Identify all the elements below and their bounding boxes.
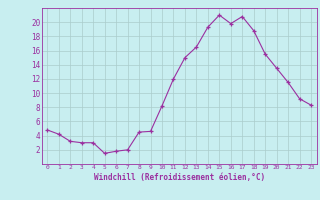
X-axis label: Windchill (Refroidissement éolien,°C): Windchill (Refroidissement éolien,°C) xyxy=(94,173,265,182)
